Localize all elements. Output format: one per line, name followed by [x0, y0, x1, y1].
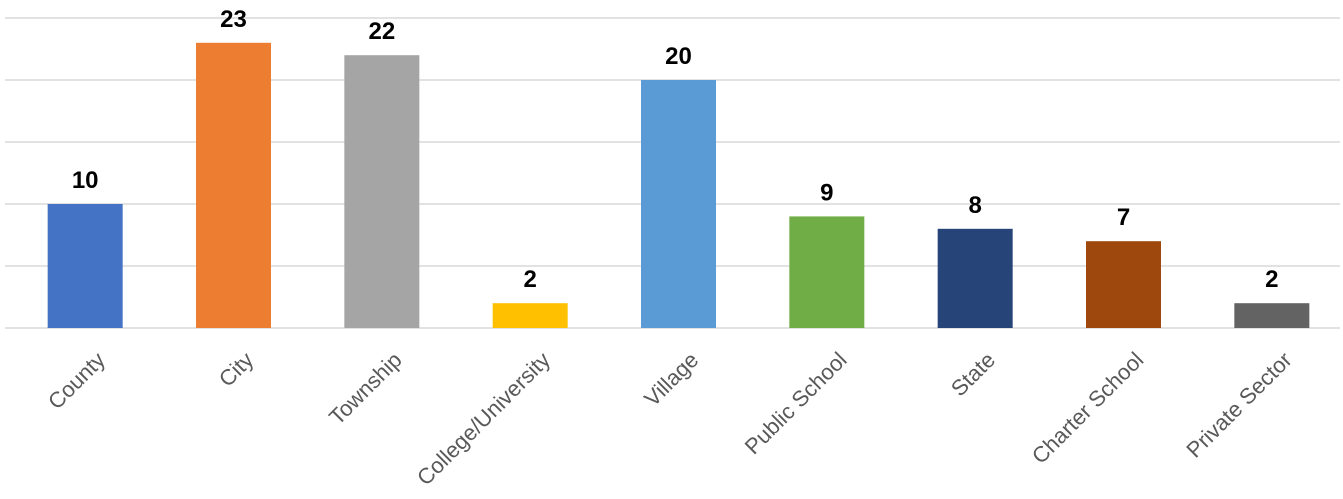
x-tick-label: Township — [324, 347, 407, 430]
x-axis-tick-labels: County City Township College/University Vill… — [43, 347, 1297, 490]
bar — [344, 55, 420, 328]
x-tick-label: Charter School — [1027, 347, 1148, 468]
bar — [492, 303, 568, 328]
x-tick-label: Public School — [740, 347, 852, 459]
data-label: 22 — [368, 18, 395, 45]
bar — [789, 216, 865, 328]
bar — [1234, 303, 1310, 328]
data-label: 2 — [1265, 266, 1278, 293]
bar — [641, 80, 716, 328]
data-label: 10 — [72, 167, 99, 194]
bar — [196, 42, 271, 329]
x-tick-label: County — [43, 347, 110, 414]
x-tick-label: City — [214, 347, 258, 391]
x-tick-label: Private Sector — [1181, 347, 1296, 462]
data-label: 20 — [665, 43, 692, 70]
data-label: 7 — [1117, 204, 1130, 231]
bar — [1086, 241, 1161, 328]
x-tick-label: Village — [639, 347, 703, 411]
data-label: 2 — [523, 266, 536, 293]
data-label: 9 — [820, 179, 833, 206]
bars — [47, 42, 1310, 329]
x-tick-label: College/University — [412, 347, 555, 490]
data-label: 8 — [968, 192, 981, 219]
bar — [47, 204, 123, 328]
data-label: 23 — [220, 6, 247, 33]
bar — [937, 228, 1013, 328]
x-tick-label: State — [946, 347, 1000, 401]
